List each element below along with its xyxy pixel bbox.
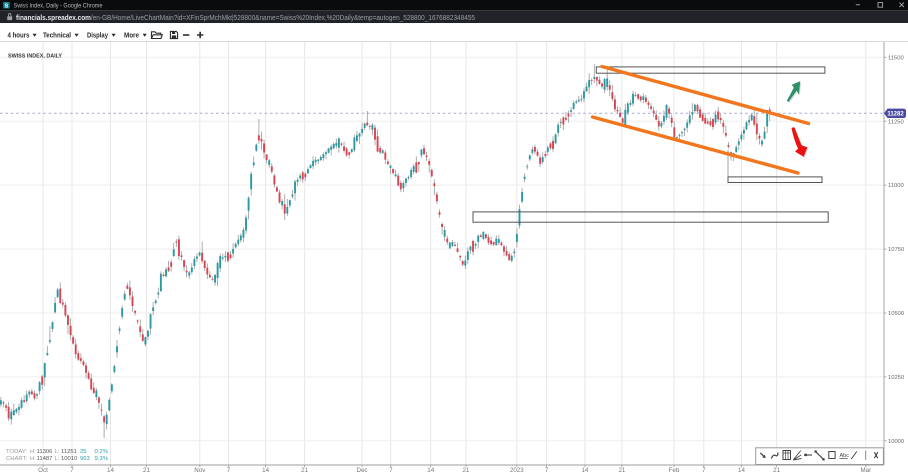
svg-text:4 hours: 4 hours — [8, 30, 30, 39]
svg-text:More: More — [124, 30, 139, 39]
svg-text:H:: H: — [30, 456, 36, 462]
svg-text:Mar: Mar — [860, 467, 871, 474]
svg-text:7: 7 — [70, 467, 74, 474]
svg-text:21: 21 — [618, 467, 625, 474]
svg-text:S: S — [4, 3, 8, 9]
svg-text:11487: 11487 — [37, 456, 53, 462]
svg-text:14: 14 — [427, 467, 434, 474]
svg-text:Nov: Nov — [194, 467, 206, 474]
svg-text:9.3%: 9.3% — [95, 456, 109, 462]
svg-text:Technical: Technical — [43, 30, 71, 39]
svg-text:14: 14 — [107, 467, 114, 474]
svg-text:financials.spreadex.com/en-GB/: financials.spreadex.com/en-GB/Home/LiveC… — [16, 15, 475, 22]
svg-text:0.2%: 0.2% — [95, 449, 109, 455]
svg-text:SWISS INDEX, DAILY: SWISS INDEX, DAILY — [8, 54, 62, 60]
svg-text:TODAY:: TODAY: — [6, 449, 27, 455]
svg-text:10250: 10250 — [888, 375, 904, 381]
svg-text:10000: 10000 — [888, 439, 904, 445]
svg-text:Display: Display — [87, 30, 108, 39]
svg-text:14: 14 — [581, 467, 588, 474]
svg-text:14: 14 — [738, 467, 745, 474]
svg-text:963: 963 — [80, 456, 91, 462]
svg-text:H:: H: — [30, 449, 36, 455]
svg-text:7: 7 — [389, 467, 393, 474]
svg-text:11250: 11250 — [888, 119, 904, 125]
svg-text:L:: L: — [55, 456, 60, 462]
svg-text:7: 7 — [702, 467, 706, 474]
svg-text:11000: 11000 — [888, 183, 904, 189]
svg-text:25: 25 — [80, 449, 87, 455]
svg-text:21: 21 — [301, 467, 308, 474]
svg-text:L:: L: — [55, 449, 60, 455]
svg-text:10500: 10500 — [888, 311, 904, 317]
svg-text:21: 21 — [773, 467, 780, 474]
svg-text:11306: 11306 — [37, 449, 54, 455]
svg-text:2023: 2023 — [510, 467, 524, 474]
svg-text:21: 21 — [463, 467, 470, 474]
svg-text:7: 7 — [227, 467, 231, 474]
svg-text:11251: 11251 — [61, 449, 77, 455]
svg-text:CHART:: CHART: — [6, 456, 28, 462]
svg-text:Abc: Abc — [840, 453, 850, 459]
svg-text:10010: 10010 — [61, 456, 78, 462]
svg-text:11500: 11500 — [888, 55, 904, 61]
svg-text:Dec: Dec — [356, 467, 367, 474]
svg-text:Feb: Feb — [669, 467, 680, 474]
svg-text:14: 14 — [262, 467, 269, 474]
svg-text:21: 21 — [143, 467, 150, 474]
svg-text:7: 7 — [545, 467, 549, 474]
svg-text:10750: 10750 — [888, 247, 904, 253]
svg-text:Oct: Oct — [38, 467, 48, 474]
svg-text:Swiss Index, Daily - Google Ch: Swiss Index, Daily - Google Chrome — [14, 2, 103, 9]
svg-text:11282: 11282 — [887, 112, 904, 118]
